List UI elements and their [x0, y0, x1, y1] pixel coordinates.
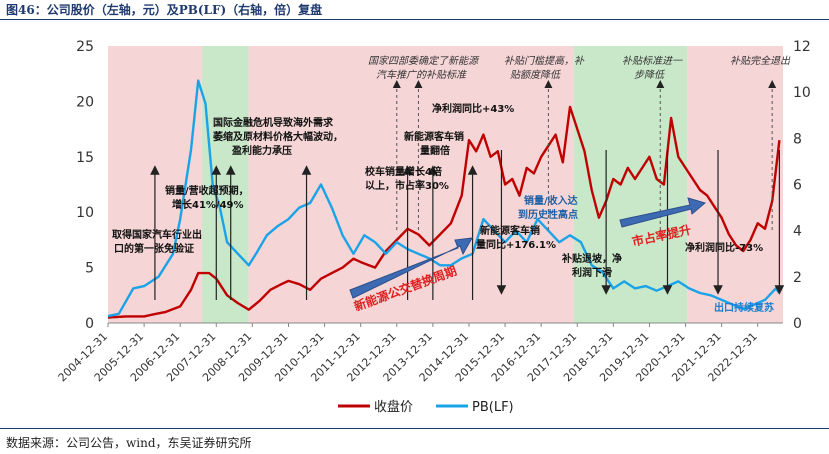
- annotation-15: 出口持续复苏: [714, 301, 774, 314]
- annotation-12a: 销量/收入达: [524, 194, 578, 207]
- y-right-tick-4: 8: [793, 131, 802, 147]
- y-right-tick-5: 10: [793, 85, 811, 101]
- y-right-tick-1: 2: [793, 270, 802, 286]
- y-left-tick-3: 15: [76, 150, 94, 166]
- annotation-8a: 补贴门槛提高，补: [504, 55, 585, 67]
- source-rule: [0, 428, 829, 429]
- background-bands: [108, 46, 783, 323]
- annotation-7b: 汽车推广的补贴标准: [376, 69, 467, 81]
- series-lines: [107, 79, 781, 319]
- background-band-2: [248, 46, 574, 323]
- annotation-5a: 新能源客车销: [404, 130, 464, 143]
- annotation-11b: 量同比+176.1%: [476, 238, 556, 251]
- annotation-12b: 到历史性高点: [518, 208, 578, 221]
- annotation-8b: 贴额度降低: [510, 69, 562, 81]
- annotation-10: 补贴完全退出: [730, 55, 791, 67]
- annotation-2b: 增长41%/49%: [172, 198, 244, 211]
- annotation-4a: 校车销量增长4倍: [365, 165, 442, 178]
- annotation-3b: 萎缩及原材料价格大幅波动，: [212, 130, 343, 143]
- annotation-11a: 新能源客车销: [480, 224, 540, 237]
- series-line-close-price: [107, 105, 781, 319]
- annotations: 取得国家汽车行业出 口的第一张免验证 销量/营收超预期， 增长41%/49% 国…: [112, 55, 791, 314]
- background-band-1: [201, 46, 249, 323]
- annotation-1a: 取得国家汽车行业出: [112, 228, 202, 241]
- annotation-3c: 盈利能力承压: [231, 144, 292, 157]
- y-left-tick-0: 0: [85, 316, 94, 332]
- annotation-13b: 利润下滑: [572, 266, 612, 279]
- annotation-1b: 口的第一张免验证: [114, 242, 194, 255]
- background-band-4: [687, 46, 783, 323]
- legend-pb-label: PB(LF): [472, 400, 514, 415]
- y-right-tick-3: 6: [793, 178, 802, 194]
- figure-source: 数据来源：公司公告，wind，东吴证券研究所: [6, 436, 252, 450]
- annotation-9b: 步降低: [634, 69, 666, 81]
- y-left-tick-2: 10: [76, 205, 94, 221]
- y-right-tick-6: 12: [793, 39, 811, 55]
- annotation-9a: 补贴标准进一: [622, 55, 683, 67]
- annotation-4b: 以上，市占率30%: [365, 179, 449, 192]
- annotation-7a: 国家四部委确定了新能源: [368, 55, 480, 67]
- y-left-tick-5: 25: [76, 39, 94, 55]
- annotation-arrows: [150, 80, 785, 300]
- annotation-3a: 国际金融危机导致海外需求: [213, 116, 334, 129]
- series-line-pb: [107, 79, 781, 318]
- annotation-6: 净利润同比+43%: [432, 102, 514, 115]
- replacement-cycle-arrow-shape: [349, 237, 473, 299]
- legend-close-label: 收盘价: [374, 399, 413, 415]
- legend: 收盘价 PB(LF): [338, 399, 514, 415]
- background-band-3: [573, 46, 688, 323]
- figure-title: 图46：公司股价（左轴，元）及PB(LF)（右轴，倍）复盘: [6, 3, 323, 17]
- y-right-tick-0: 0: [793, 316, 802, 332]
- annotation-2a: 销量/营收超预期，: [165, 184, 249, 197]
- y-right-tick-2: 4: [793, 224, 802, 240]
- annotation-14: 净利润同比-73%: [685, 241, 763, 254]
- annotation-13a: 补贴退坡，净: [561, 252, 622, 265]
- y-left-tick-1: 5: [85, 261, 94, 277]
- annotation-5b: 量翻倍: [420, 144, 450, 157]
- title-rule: [0, 19, 829, 20]
- y-left-tick-4: 20: [76, 94, 94, 110]
- market-share-arrow-shape: [619, 197, 707, 228]
